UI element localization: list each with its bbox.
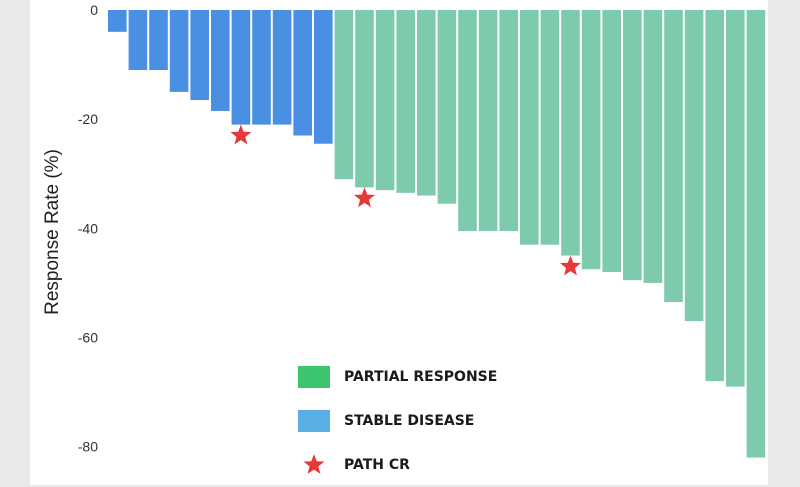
bar xyxy=(128,10,148,71)
legend-label-partial-response: PARTIAL RESPONSE xyxy=(344,369,498,385)
bar xyxy=(581,10,601,270)
bar xyxy=(664,10,683,302)
bar xyxy=(169,10,189,92)
bar xyxy=(499,10,518,232)
y-tick-label: 0 xyxy=(90,2,98,18)
bar xyxy=(396,10,415,193)
bar xyxy=(272,10,292,125)
bar xyxy=(458,10,477,232)
y-tick-label: -40 xyxy=(78,220,98,236)
bar xyxy=(252,10,271,125)
bar xyxy=(417,10,436,196)
bar xyxy=(561,10,580,256)
path-cr-star-marker xyxy=(560,255,581,276)
y-tick-label: -80 xyxy=(78,439,98,455)
bar xyxy=(684,10,704,322)
legend-label-path-cr: PATH CR xyxy=(344,457,410,473)
bar xyxy=(746,10,766,458)
bar xyxy=(520,10,539,245)
bar xyxy=(478,10,498,232)
bar xyxy=(355,10,374,188)
bar xyxy=(540,10,560,245)
bar xyxy=(705,10,724,382)
bar xyxy=(314,10,333,144)
bar xyxy=(108,10,127,32)
legend-swatch-partial-response xyxy=(298,366,330,388)
bar xyxy=(375,10,395,191)
bar xyxy=(293,10,312,136)
legend-item-partial-response: PARTIAL RESPONSE xyxy=(298,366,497,388)
bar xyxy=(623,10,642,281)
legend-item-stable-disease: STABLE DISEASE xyxy=(298,410,497,432)
waterfall-chart: 0 -20 -40 -60 -80 Response Rate (%) xyxy=(42,2,766,458)
bar xyxy=(602,10,621,272)
bar xyxy=(726,10,745,387)
bar xyxy=(231,10,251,125)
bar xyxy=(334,10,354,180)
legend-item-path-cr: PATH CR xyxy=(298,454,497,476)
y-axis-label: Response Rate (%) xyxy=(42,149,63,315)
path-cr-star-marker xyxy=(230,124,252,145)
bar xyxy=(643,10,663,283)
bar xyxy=(149,10,168,71)
y-tick-label: -20 xyxy=(78,111,98,127)
chart-frame: 0 -20 -40 -60 -80 Response Rate (%) PARTIAL … xyxy=(30,0,768,485)
path-cr-star-marker xyxy=(354,187,375,208)
bar xyxy=(211,10,230,111)
legend-label-stable-disease: STABLE DISEASE xyxy=(344,413,475,429)
legend-swatch-stable-disease xyxy=(298,410,330,432)
y-tick-label: -60 xyxy=(78,329,98,345)
bar xyxy=(190,10,209,101)
chart-legend: PARTIAL RESPONSE STABLE DISEASE PATH CR xyxy=(298,366,497,476)
bar xyxy=(437,10,457,204)
star-icon xyxy=(298,454,330,476)
